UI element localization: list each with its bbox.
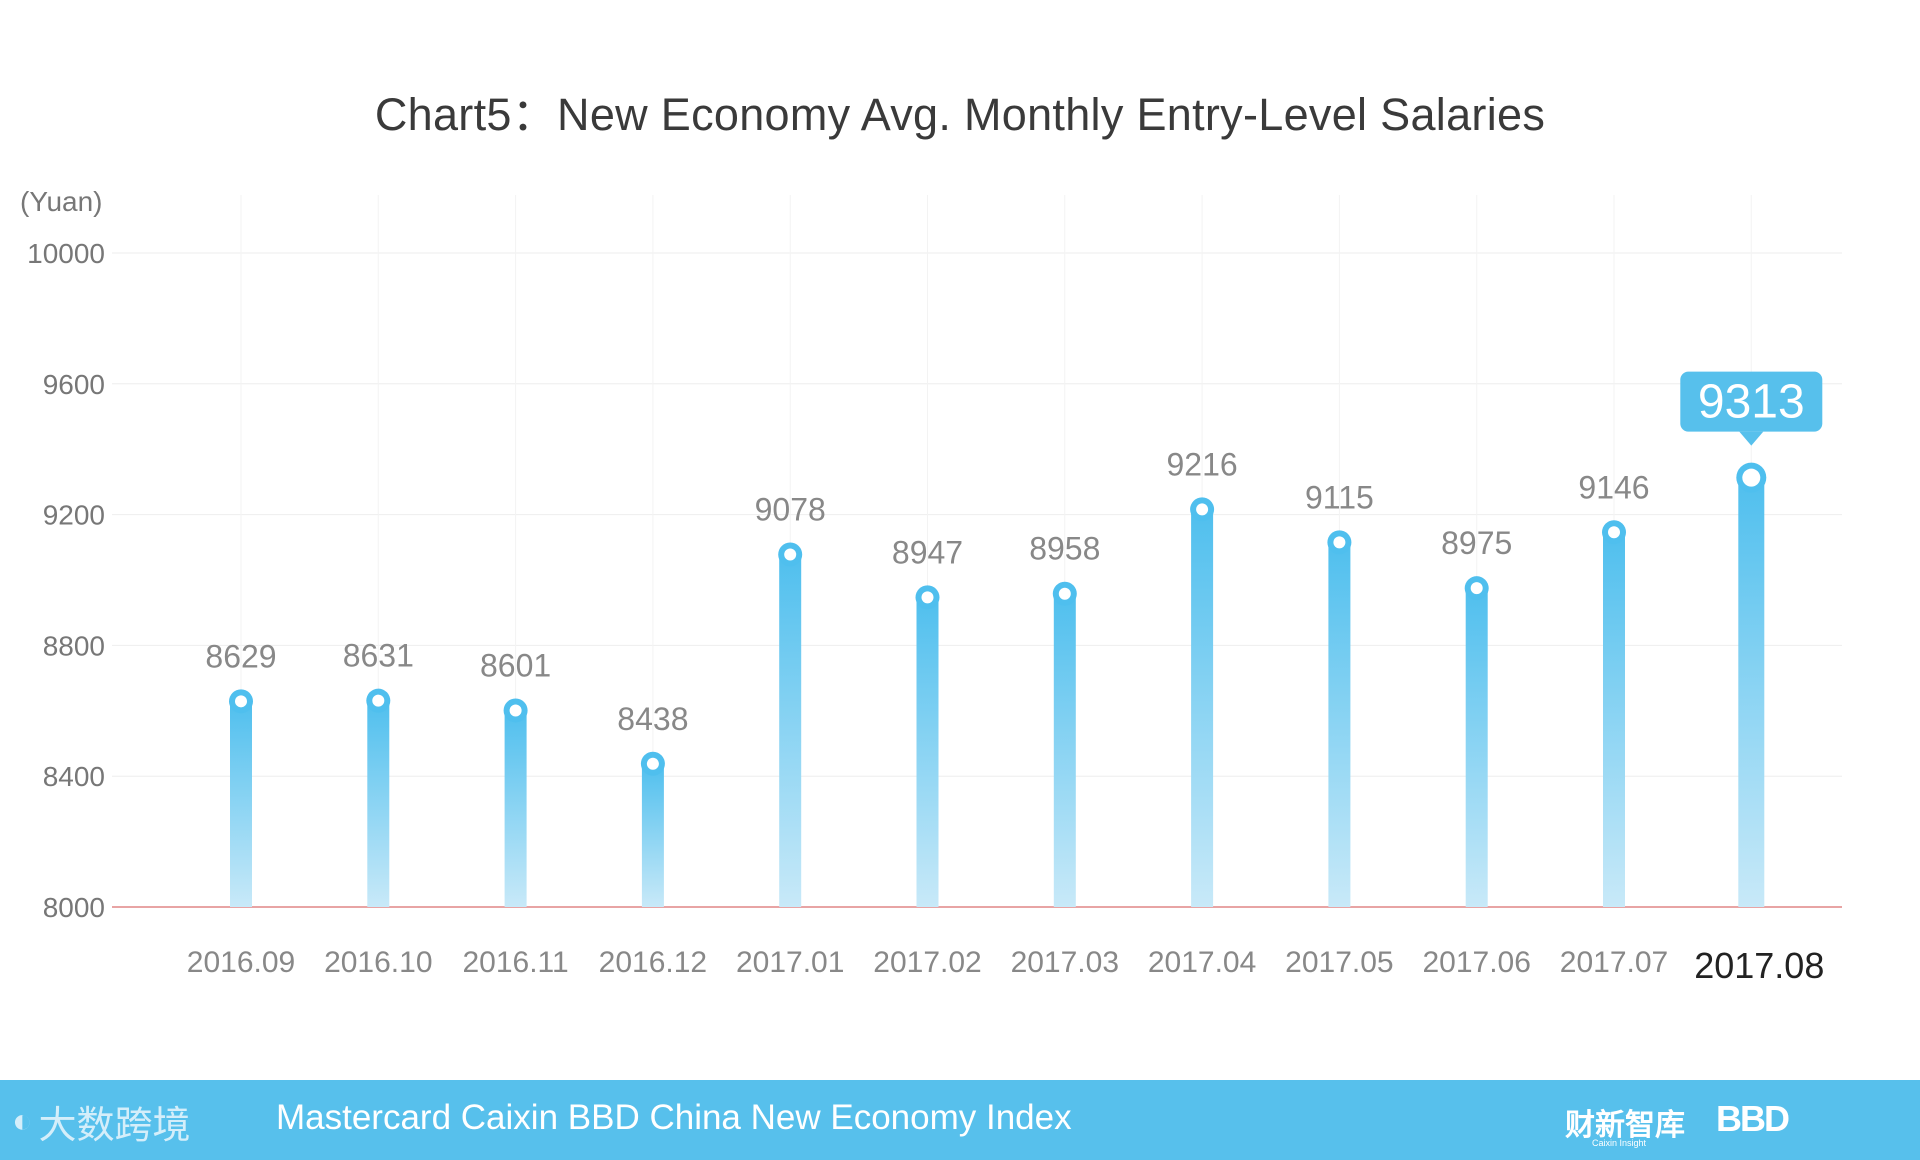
x-tick-label: 2016.12 bbox=[599, 946, 707, 979]
data-label: 8958 bbox=[1029, 531, 1100, 567]
y-tick-label: 8000 bbox=[43, 892, 105, 923]
footer-logo: ◐ 大数跨境 bbox=[12, 1096, 252, 1147]
callout-pointer bbox=[1739, 431, 1764, 446]
x-tick-label: 2017.01 bbox=[736, 946, 844, 979]
data-label-highlight: 9313 bbox=[1698, 376, 1805, 429]
bar-marker bbox=[1608, 526, 1620, 539]
x-tick-label: 2016.09 bbox=[187, 946, 295, 979]
chart-title: Chart5：New Economy Avg. Monthly Entry-Le… bbox=[374, 89, 1546, 140]
brand-caixin-sub: Caixin Insight bbox=[1592, 1138, 1647, 1148]
data-label: 8947 bbox=[892, 534, 963, 570]
footer-bar: ◐ 大数跨境 Mastercard Caixin BBD China New E… bbox=[0, 1080, 1920, 1160]
bar bbox=[230, 701, 252, 907]
bar bbox=[1738, 477, 1765, 907]
bar-marker bbox=[1333, 536, 1346, 549]
data-label: 8438 bbox=[617, 701, 688, 737]
bar-marker bbox=[372, 694, 385, 707]
footer-logo-text: 大数跨境 bbox=[38, 1104, 191, 1147]
bar-marker bbox=[235, 695, 247, 708]
bar bbox=[1328, 542, 1351, 907]
x-tick-label: 2017.05 bbox=[1285, 946, 1393, 979]
bar-marker bbox=[1058, 587, 1071, 600]
bar-marker bbox=[646, 757, 659, 770]
bar-marker bbox=[921, 591, 934, 604]
bar bbox=[1465, 588, 1488, 907]
y-tick-label: 8400 bbox=[43, 761, 105, 792]
footer-title: Mastercard Caixin BBD China New Economy … bbox=[276, 1098, 1072, 1137]
data-label: 9146 bbox=[1578, 469, 1649, 505]
data-label: 9078 bbox=[755, 491, 826, 527]
bar-marker bbox=[1742, 468, 1761, 487]
bar bbox=[641, 763, 664, 907]
bar bbox=[367, 700, 390, 907]
x-tick-label: 2016.11 bbox=[462, 946, 568, 979]
bar bbox=[1603, 532, 1625, 907]
y-tick-label: 9600 bbox=[43, 369, 105, 400]
bar bbox=[1191, 509, 1214, 907]
data-label: 9115 bbox=[1305, 479, 1374, 515]
y-tick-label: 8800 bbox=[43, 630, 105, 661]
x-tick-label: 2017.07 bbox=[1560, 946, 1668, 979]
bar bbox=[1053, 593, 1076, 907]
y-axis-label: (Yuan) bbox=[20, 186, 103, 217]
y-tick-label: 10000 bbox=[27, 238, 105, 269]
brand-bbd: BBD bbox=[1716, 1098, 1790, 1139]
bar bbox=[916, 597, 939, 907]
x-tick-label: 2017.03 bbox=[1011, 946, 1119, 979]
bar-marker bbox=[509, 704, 522, 717]
x-tick-label: 2016.10 bbox=[324, 946, 432, 979]
data-label: 8629 bbox=[205, 638, 276, 674]
x-tick-label: 2017.06 bbox=[1422, 946, 1530, 979]
data-label: 8631 bbox=[343, 638, 414, 674]
data-label: 9216 bbox=[1167, 446, 1238, 482]
data-label: 8601 bbox=[480, 647, 551, 683]
logo-icon: ◐ bbox=[12, 1101, 33, 1140]
bar bbox=[779, 554, 802, 907]
bar-marker bbox=[784, 548, 797, 561]
bars bbox=[229, 462, 1767, 907]
bar-marker bbox=[1196, 503, 1209, 516]
highlight-callout bbox=[1680, 371, 1823, 432]
axes: 8000 8400 8800 9200 9600 10000 (Yuan) 2016.09 20… bbox=[20, 186, 1842, 986]
brand-caixin: 财新智库 bbox=[1565, 1109, 1685, 1142]
data-labels: 8629 8631 8601 8438 9078 8947 8958 9216 9115 8975… bbox=[205, 371, 1823, 737]
x-tick-label: 2017.08 bbox=[1694, 945, 1824, 986]
bar bbox=[504, 710, 527, 907]
bar-chart: 8000 8400 8800 9200 9600 10000 (Yuan) 2016.09 20… bbox=[20, 186, 1842, 986]
x-tick-label: 2017.02 bbox=[873, 946, 981, 979]
bar-marker bbox=[1470, 582, 1483, 595]
x-tick-label: 2017.04 bbox=[1148, 946, 1256, 979]
y-tick-label: 9200 bbox=[43, 500, 105, 531]
data-label: 8975 bbox=[1441, 525, 1512, 561]
